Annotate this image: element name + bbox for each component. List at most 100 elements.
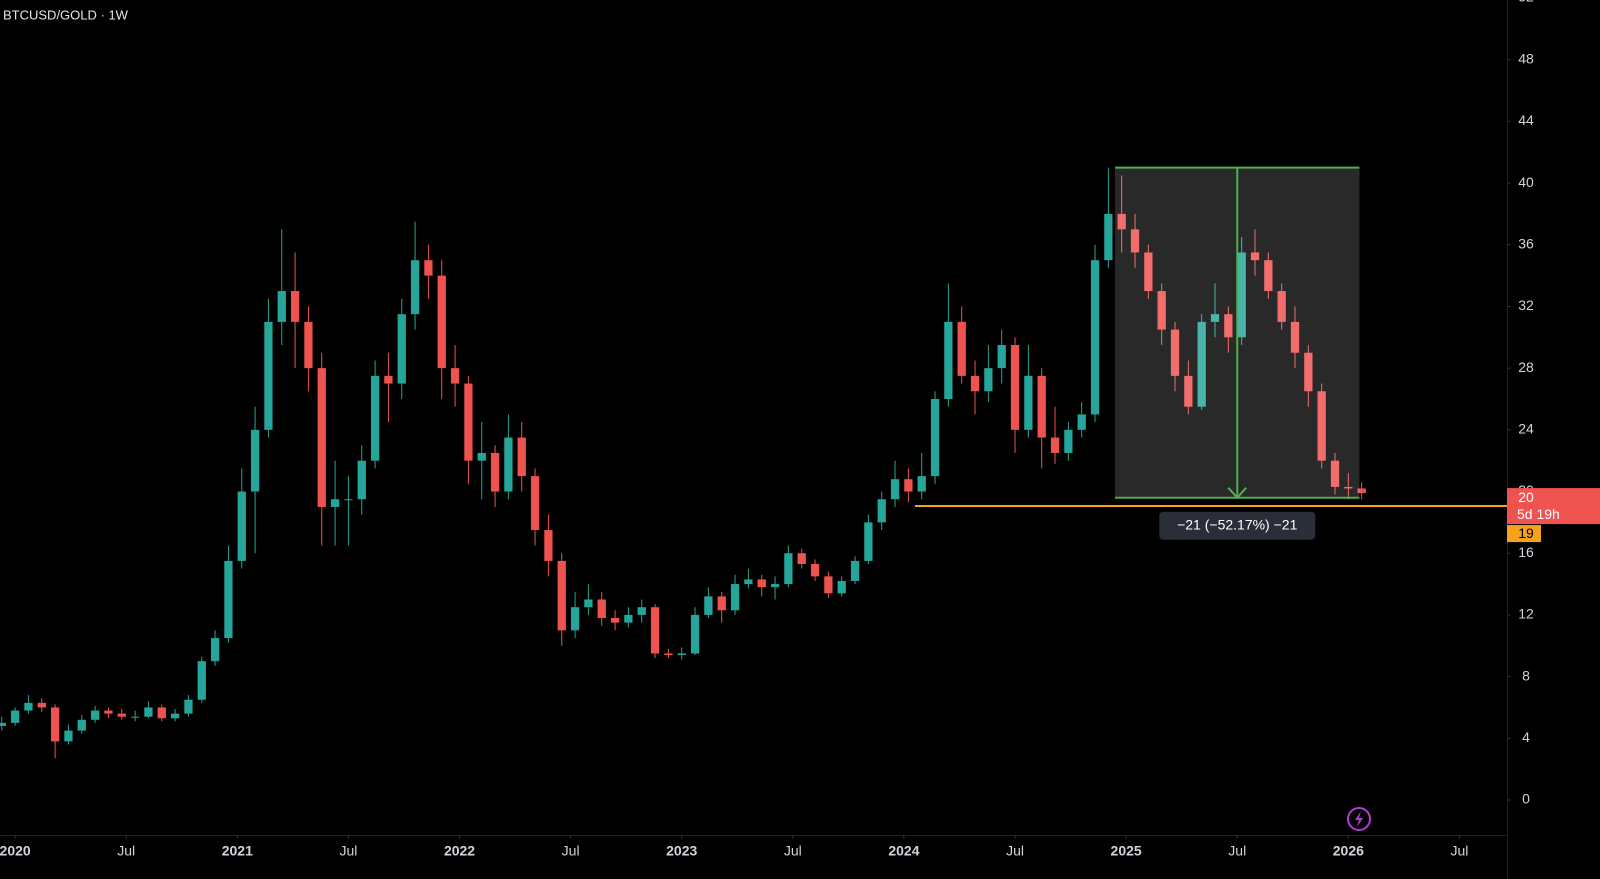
- candle: [450, 345, 460, 407]
- candle: [1077, 402, 1086, 438]
- candle: [157, 704, 166, 722]
- candle: [504, 414, 513, 500]
- candle: [77, 715, 86, 734]
- candle-body: [1224, 314, 1233, 338]
- candle: [1104, 167, 1113, 268]
- candle: [1357, 482, 1366, 500]
- candle-body: [1184, 375, 1193, 407]
- y-tick-label: 12: [1518, 606, 1534, 622]
- candle: [1184, 360, 1193, 415]
- candle: [784, 545, 793, 588]
- line-price-label: 19: [1518, 525, 1534, 541]
- candle: [197, 656, 206, 703]
- candle: [597, 591, 606, 626]
- candle-body: [77, 719, 86, 731]
- last-price-box: [1507, 488, 1600, 525]
- x-tick-label: Jul: [339, 843, 357, 859]
- candle: [717, 591, 726, 623]
- x-tick-label: Jul: [1228, 843, 1246, 859]
- candle-body: [477, 452, 486, 461]
- candle: [1277, 283, 1286, 330]
- candle: [1064, 422, 1073, 461]
- y-tick-label: 16: [1518, 544, 1534, 560]
- candle-body: [557, 560, 566, 631]
- candle: [637, 599, 646, 623]
- candle: [610, 610, 620, 631]
- chart-title: BTCUSD/GOLD · 1W: [3, 7, 129, 22]
- candle: [850, 556, 860, 585]
- candle: [530, 468, 540, 546]
- candle-body: [317, 368, 326, 507]
- candle: [104, 707, 113, 719]
- candle: [410, 221, 420, 330]
- candle: [957, 306, 966, 384]
- candle: [1304, 345, 1313, 407]
- candle-body: [930, 398, 940, 477]
- candle-body: [677, 653, 686, 656]
- candle-body: [1264, 260, 1273, 292]
- candle-body: [1277, 291, 1286, 322]
- candle: [704, 587, 713, 618]
- candle: [584, 584, 593, 615]
- candle-body: [1010, 345, 1020, 430]
- candle-body: [197, 661, 206, 700]
- candle: [1170, 321, 1180, 392]
- candle: [837, 576, 846, 597]
- candle: [797, 548, 806, 569]
- candle: [864, 514, 873, 565]
- candle-body: [464, 383, 473, 461]
- candle-body: [357, 460, 366, 500]
- candle-body: [1197, 321, 1206, 407]
- candle: [570, 591, 580, 639]
- candle: [1344, 473, 1353, 500]
- candle-body: [424, 260, 433, 276]
- plot-area: [0, 167, 1366, 759]
- y-tick-label: 8: [1522, 667, 1530, 683]
- candle-body: [144, 707, 153, 717]
- candle: [210, 630, 220, 666]
- candle-body: [224, 560, 233, 639]
- candle: [1024, 345, 1033, 438]
- candle-body: [957, 321, 966, 376]
- candle-body: [1157, 291, 1166, 330]
- candle-body: [1037, 375, 1046, 438]
- candle-body: [37, 702, 46, 708]
- candle: [357, 445, 366, 515]
- candle-body: [157, 707, 166, 719]
- candle-body: [850, 560, 860, 581]
- candle-body: [944, 321, 953, 399]
- candle-body: [864, 522, 873, 561]
- candle: [904, 468, 913, 503]
- candle-body: [530, 476, 540, 531]
- candle: [10, 707, 20, 726]
- candle-body: [90, 710, 100, 720]
- y-tick-label: 36: [1518, 235, 1534, 251]
- candle-body: [797, 553, 806, 565]
- measure-tool: [1115, 166, 1360, 500]
- candle-body: [610, 617, 620, 623]
- measure-label-box: [1159, 511, 1316, 540]
- candle-body: [64, 730, 73, 742]
- candle-body: [1117, 213, 1126, 230]
- candle-body: [490, 452, 500, 492]
- candle: [1237, 237, 1246, 346]
- candle-body: [517, 437, 526, 477]
- x-tick-label: 2024: [888, 843, 919, 859]
- candle: [770, 576, 780, 600]
- candle: [1037, 368, 1046, 469]
- candle: [24, 695, 33, 714]
- candle-body: [10, 710, 20, 723]
- y-tick-label: 24: [1518, 421, 1534, 437]
- candle-body: [410, 260, 420, 315]
- candle: [1157, 283, 1166, 346]
- x-tick-label: Jul: [1450, 843, 1468, 859]
- alert-icon[interactable]: [1347, 807, 1371, 831]
- candle-body: [384, 375, 393, 384]
- candle: [290, 252, 300, 369]
- candle: [650, 604, 660, 659]
- candle: [170, 708, 180, 722]
- candle-body: [984, 368, 993, 392]
- candle: [424, 244, 433, 299]
